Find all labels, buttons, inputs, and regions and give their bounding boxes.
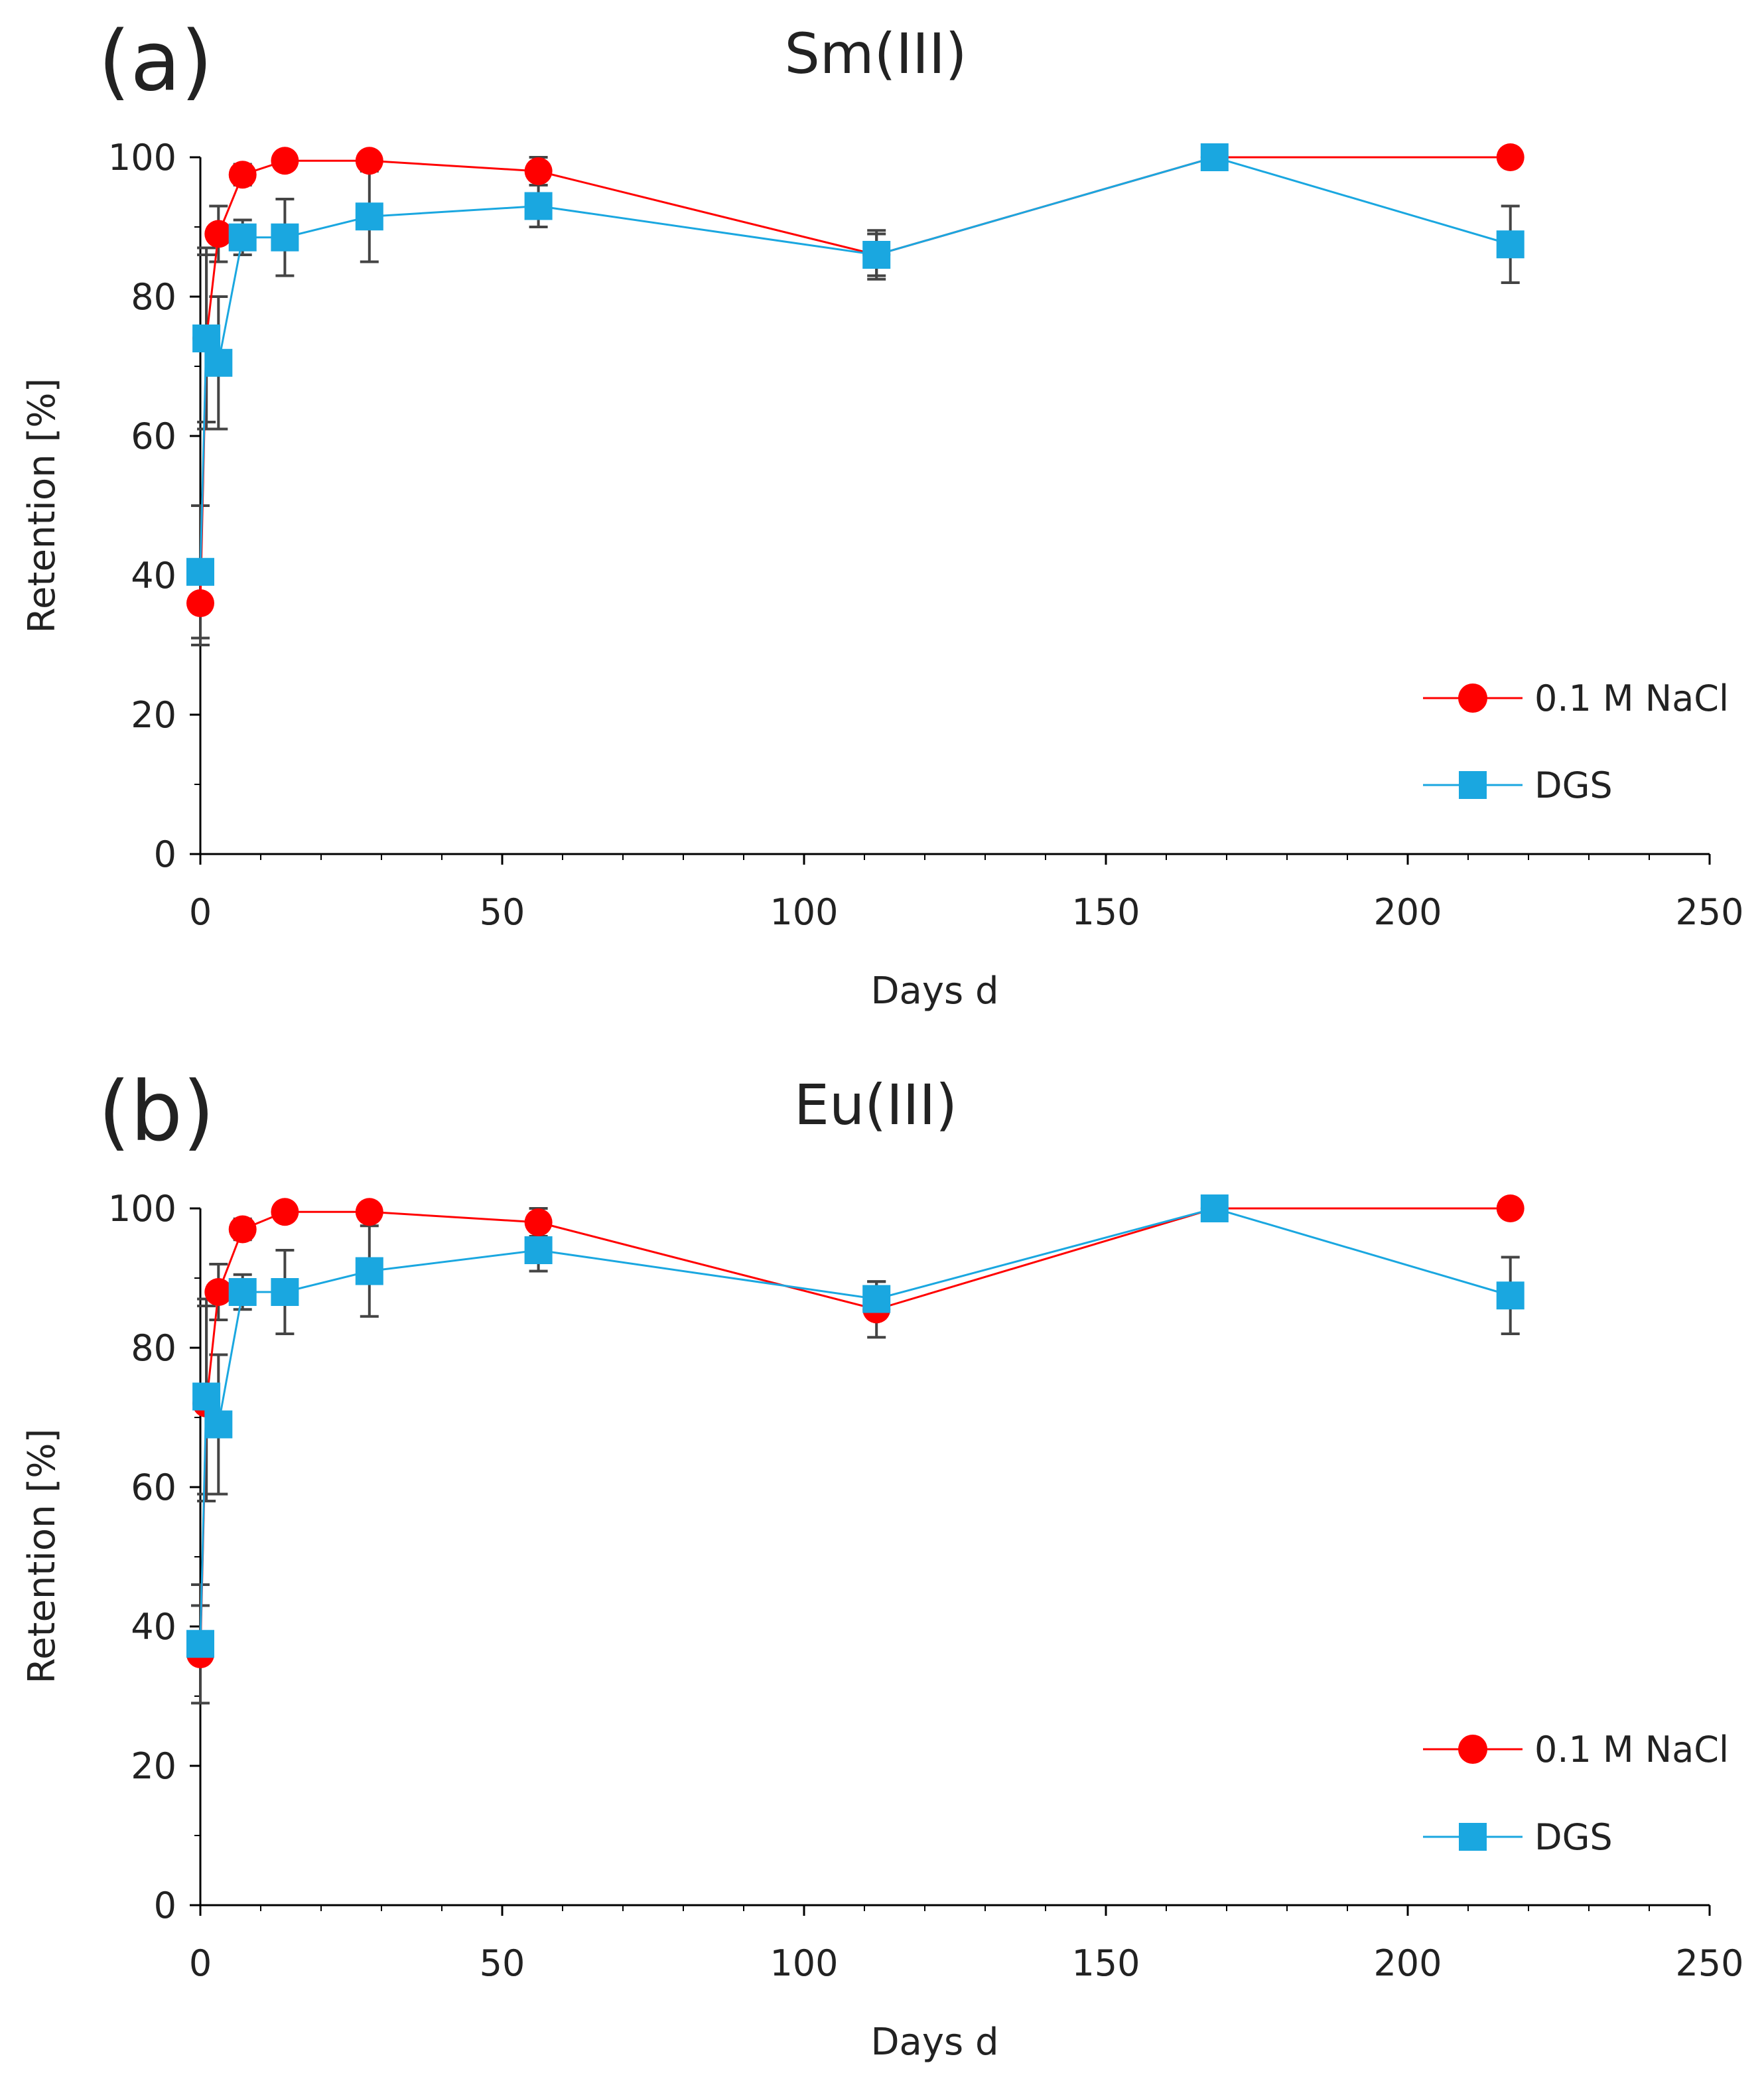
y-tick-label: 80 xyxy=(131,1327,176,1369)
x-tick-label: 200 xyxy=(1373,891,1442,933)
y-axis-label: Retention [%] xyxy=(21,1429,64,1684)
series-line-dgs xyxy=(199,156,1511,572)
series-lines xyxy=(199,156,1511,604)
series-line-dgs xyxy=(199,1207,1511,1644)
x-tick-label: 100 xyxy=(770,891,838,933)
error-bars xyxy=(191,156,1520,646)
data-point-dgs xyxy=(524,192,553,220)
legend-label-nacl: 0.1 M NaCl xyxy=(1534,1729,1729,1770)
data-markers xyxy=(186,1194,1525,1668)
data-point-dgs xyxy=(355,202,383,231)
data-point-dgs xyxy=(228,1278,257,1306)
data-point-nacl xyxy=(228,161,257,189)
data-point-nacl xyxy=(1496,143,1525,171)
data-point-nacl xyxy=(355,1198,383,1226)
legend-label-dgs: DGS xyxy=(1534,1816,1613,1858)
data-point-dgs xyxy=(186,557,214,586)
data-point-dgs xyxy=(524,1236,553,1264)
legend-entry-nacl: 0.1 M NaCl xyxy=(1423,1729,1729,1770)
data-point-nacl xyxy=(204,1278,233,1306)
chart-panel-b: (b) Eu(III) Retention [%] Days d 0 50 100 1… xyxy=(21,1064,1744,2064)
y-tick-label: 80 xyxy=(131,276,176,318)
data-point-dgs xyxy=(204,1410,233,1439)
data-point-dgs xyxy=(186,1630,214,1658)
panel-label: (a) xyxy=(98,14,213,109)
data-point-dgs xyxy=(355,1257,383,1285)
data-point-nacl xyxy=(228,1215,257,1244)
x-axis-label: Days d xyxy=(870,2021,998,2064)
series-line-nacl xyxy=(199,1207,1511,1655)
data-point-dgs xyxy=(1496,1281,1525,1310)
x-axis-label: Days d xyxy=(870,970,998,1013)
legend-label-nacl: 0.1 M NaCl xyxy=(1534,678,1729,719)
data-point-dgs xyxy=(271,223,299,252)
y-tick-label: 20 xyxy=(131,694,176,736)
data-point-nacl xyxy=(524,1208,553,1236)
x-tick-label: 0 xyxy=(189,1942,212,1984)
data-point-dgs xyxy=(1496,230,1525,259)
series-line-nacl xyxy=(199,156,1511,604)
legend-entry-dgs: DGS xyxy=(1423,764,1613,806)
x-tick-label: 0 xyxy=(189,891,212,933)
legend-marker-dgs xyxy=(1459,1823,1487,1851)
data-point-dgs xyxy=(862,1285,891,1313)
y-tick-label: 60 xyxy=(131,415,176,457)
data-point-nacl xyxy=(271,147,299,175)
legend-label-dgs: DGS xyxy=(1534,764,1613,806)
axes: 0 50 100 150 200 250 0 20 40 60 80 100 xyxy=(108,137,1744,933)
y-tick-label: 100 xyxy=(108,1188,176,1230)
data-point-nacl xyxy=(271,1198,299,1226)
chart-title: Eu(III) xyxy=(794,1072,957,1137)
data-point-dgs xyxy=(192,1382,221,1411)
axes: 0 50 100 150 200 250 0 20 40 60 80 100 xyxy=(108,1188,1744,1984)
legend-marker-nacl xyxy=(1458,1735,1487,1764)
legend-entry-nacl: 0.1 M NaCl xyxy=(1423,678,1729,719)
y-tick-label: 60 xyxy=(131,1467,176,1508)
y-tick-label: 40 xyxy=(131,555,176,597)
legend: 0.1 M NaCl DGS xyxy=(1423,1729,1729,1858)
data-point-dgs xyxy=(1200,143,1229,171)
x-tick-label: 200 xyxy=(1373,1942,1442,1984)
x-tick-label: 100 xyxy=(770,1942,838,1984)
y-tick-label: 20 xyxy=(131,1745,176,1787)
data-point-dgs xyxy=(862,241,891,269)
panel-label: (b) xyxy=(98,1064,214,1160)
x-tick-label: 50 xyxy=(480,1942,525,1984)
x-tick-label: 150 xyxy=(1071,891,1140,933)
series-lines xyxy=(199,1207,1511,1655)
x-tick-label: 250 xyxy=(1675,1942,1743,1984)
data-point-dgs xyxy=(204,348,233,377)
data-point-nacl xyxy=(204,220,233,248)
data-point-dgs xyxy=(228,223,257,252)
error-bars xyxy=(191,1207,1520,1705)
y-tick-label: 0 xyxy=(154,1885,176,1926)
data-point-dgs xyxy=(271,1278,299,1306)
legend-marker-dgs xyxy=(1459,771,1487,799)
data-point-nacl xyxy=(524,157,553,185)
data-point-dgs xyxy=(1200,1194,1229,1222)
data-markers xyxy=(186,143,1525,617)
y-tick-label: 40 xyxy=(131,1606,176,1648)
y-axis-label: Retention [%] xyxy=(21,378,64,634)
x-tick-label: 250 xyxy=(1675,891,1743,933)
x-tick-label: 150 xyxy=(1071,1942,1140,1984)
legend: 0.1 M NaCl DGS xyxy=(1423,678,1729,806)
legend-marker-nacl xyxy=(1458,684,1487,713)
chart-title: Sm(III) xyxy=(784,21,967,86)
x-tick-label: 50 xyxy=(480,891,525,933)
y-tick-label: 0 xyxy=(154,833,176,875)
legend-entry-dgs: DGS xyxy=(1423,1816,1613,1858)
data-point-nacl xyxy=(355,147,383,175)
data-point-nacl xyxy=(186,589,214,617)
y-tick-label: 100 xyxy=(108,137,176,179)
data-point-nacl xyxy=(1496,1194,1525,1222)
data-point-dgs xyxy=(192,324,221,352)
chart-panel-a: (a) Sm(III) Retention [%] Days d 0 50 100 1… xyxy=(21,14,1744,1013)
